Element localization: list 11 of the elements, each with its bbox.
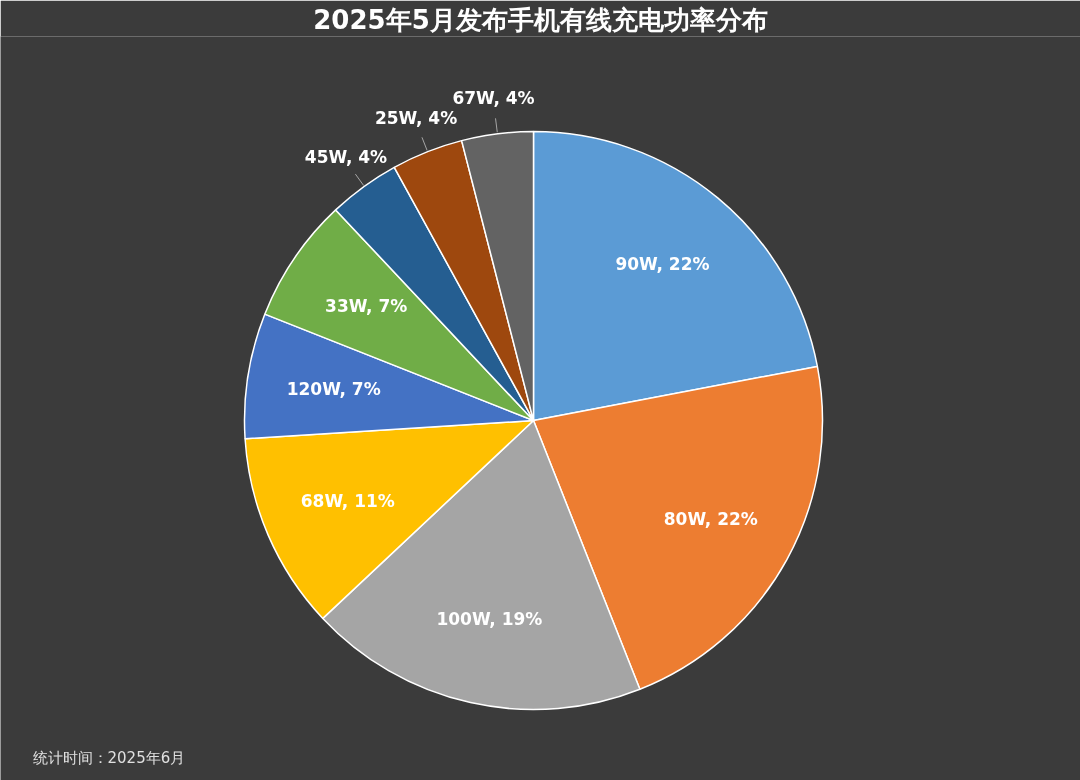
- slice-label: 80W, 22%: [663, 508, 758, 529]
- slice-label: 68W, 11%: [300, 491, 395, 512]
- slice-label: 100W, 19%: [436, 609, 543, 630]
- slice-label: 25W, 4%: [374, 108, 458, 129]
- slice-label: 120W, 7%: [286, 378, 381, 399]
- slice-label: 67W, 4%: [452, 88, 535, 109]
- slice-label: 33W, 7%: [325, 296, 408, 317]
- slice-label: 90W, 22%: [615, 253, 710, 274]
- chart-title: 2025年5月发布手机有线充电功率分布: [313, 4, 768, 35]
- slice-label: 45W, 4%: [304, 147, 388, 168]
- text: 统计时间：2025年6月: [32, 748, 186, 767]
